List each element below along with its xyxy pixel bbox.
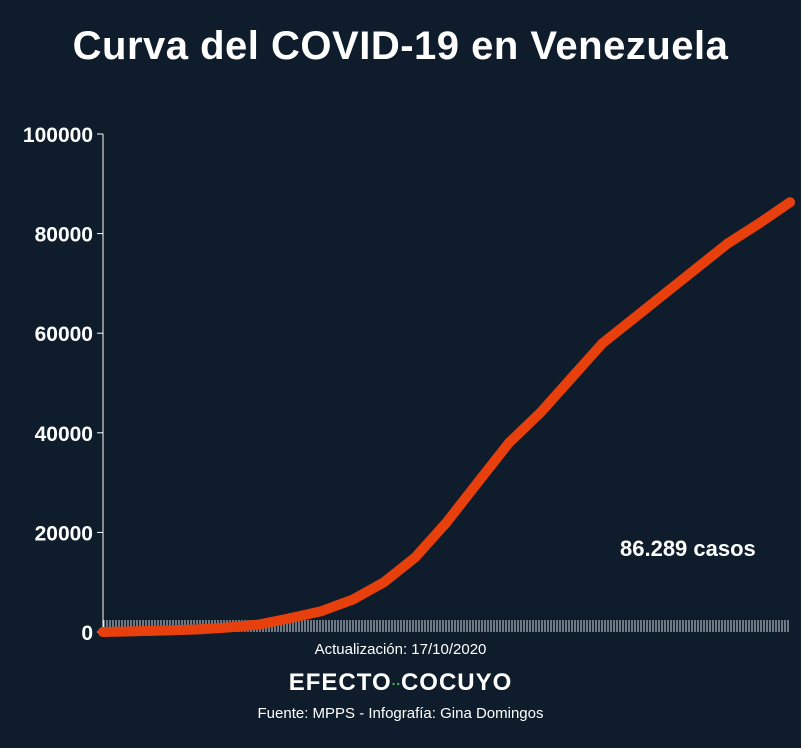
- update-date: Actualización: 17/10/2020: [314, 641, 487, 658]
- data-point: [597, 338, 608, 349]
- y-tick-label: 60000: [35, 323, 93, 346]
- y-tick-label: 20000: [35, 522, 93, 545]
- y-tick-label: 100000: [23, 124, 93, 147]
- y-tick-label: 40000: [35, 423, 93, 446]
- data-point: [691, 263, 702, 274]
- data-point: [285, 613, 296, 624]
- data-point: [441, 517, 452, 528]
- data-point: [785, 197, 795, 208]
- y-tick-label: 0: [81, 622, 93, 645]
- total-cases-annotation: 86.289 casos: [620, 536, 756, 561]
- logo-text-right: COCUYO: [400, 669, 513, 696]
- data-point: [628, 313, 639, 324]
- data-point: [753, 218, 764, 229]
- y-tick-label: 80000: [35, 224, 93, 247]
- logo-dots: ··: [391, 675, 401, 692]
- data-point: [379, 577, 390, 588]
- y-axis: 100000 80000 60000 40000 20000 0: [23, 124, 104, 645]
- data-point: [160, 625, 171, 636]
- logo-text-left: EFECTO: [288, 669, 392, 696]
- data-point: [129, 626, 140, 637]
- data-point: [472, 477, 483, 488]
- data-point: [254, 619, 265, 630]
- cases-line: [98, 197, 795, 637]
- data-point: [347, 594, 358, 605]
- series-cases: [98, 197, 795, 637]
- data-point: [566, 373, 577, 384]
- data-point: [222, 622, 233, 633]
- data-point: [503, 437, 514, 448]
- chart-title: Curva del COVID-19 en Venezuela: [72, 24, 729, 68]
- efecto-cocuyo-logo: EFECTO··COCUYO: [0, 669, 801, 697]
- data-point: [722, 238, 733, 249]
- data-point: [191, 624, 202, 635]
- data-point: [98, 627, 108, 637]
- data-point: [660, 288, 671, 299]
- source-credit: Fuente: MPPS - Infografía: Gina Domingos: [257, 705, 544, 722]
- x-axis-ticks: [103, 620, 789, 632]
- data-point: [316, 606, 327, 617]
- data-point: [535, 407, 546, 418]
- data-point: [410, 552, 421, 563]
